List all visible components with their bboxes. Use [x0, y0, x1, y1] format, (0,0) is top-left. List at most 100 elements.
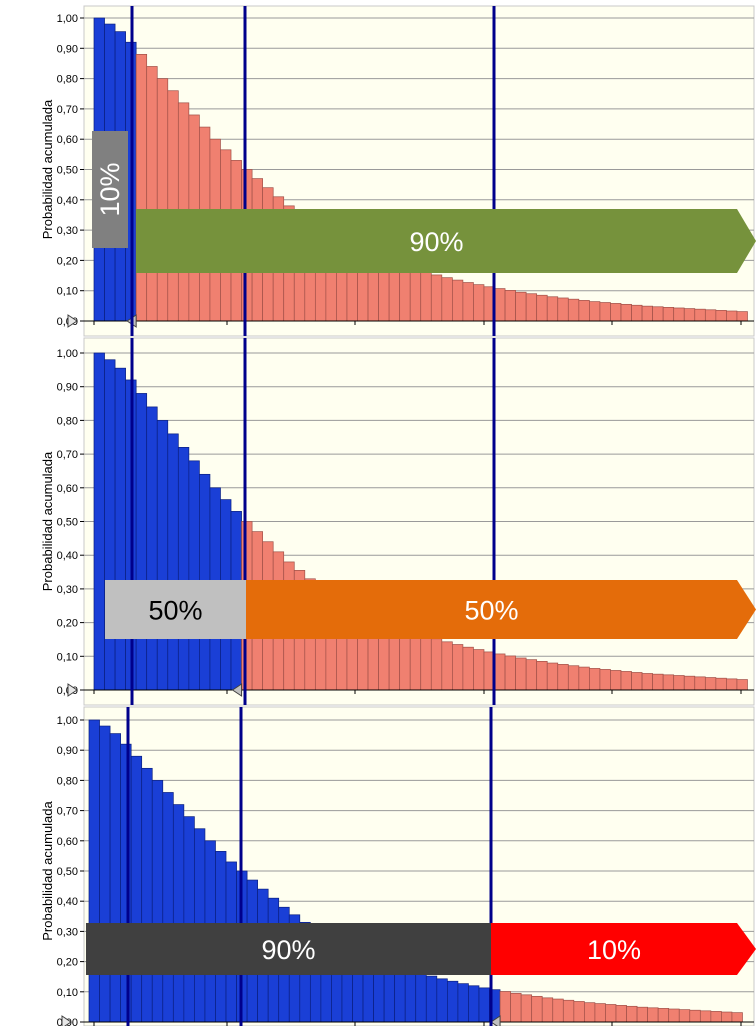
bar: [567, 665, 580, 691]
bar: [494, 288, 506, 322]
bar: [594, 1003, 606, 1023]
bar: [584, 1002, 596, 1023]
bar: [605, 1004, 617, 1023]
bar: [631, 304, 643, 322]
bar: [573, 1001, 585, 1023]
bar: [114, 367, 126, 691]
y-tick-label: 0,90: [57, 382, 78, 394]
bar: [726, 310, 738, 322]
bar: [562, 999, 575, 1023]
bar: [525, 659, 538, 691]
left-slider-handle: [61, 1015, 72, 1026]
y-tick-label: 0,30: [57, 584, 78, 596]
callout-right-label: 10%: [587, 935, 641, 965]
bar: [120, 743, 132, 1023]
y-tick-label: 0,50: [57, 165, 78, 177]
y-tick-label: 1,00: [57, 348, 78, 360]
bar: [552, 998, 564, 1023]
bar: [404, 969, 417, 1023]
bar: [452, 279, 464, 322]
bar: [420, 271, 432, 322]
y-tick-label: 0,20: [57, 255, 78, 267]
bar: [536, 294, 548, 322]
y-tick-label: 0,10: [57, 286, 78, 298]
bar: [441, 277, 453, 322]
y-axis-label: Probabilidad acumulada: [40, 99, 55, 239]
left-slider-handle: [67, 314, 78, 328]
bar: [699, 1010, 712, 1023]
y-tick-label: 0,90: [57, 745, 78, 757]
bar: [457, 983, 469, 1023]
y-tick-label: 0,50: [57, 517, 78, 529]
y-tick-label: 0,60: [57, 836, 78, 848]
bar: [683, 308, 696, 322]
bar: [615, 1005, 627, 1023]
y-tick-label: 0,80: [57, 415, 78, 427]
bar: [631, 672, 643, 691]
bar: [473, 649, 485, 691]
bar: [420, 635, 432, 691]
bar: [531, 995, 543, 1023]
bar: [141, 767, 153, 1023]
bar: [109, 733, 121, 1023]
bar: [610, 303, 622, 322]
bar: [156, 420, 169, 691]
bar: [657, 1008, 670, 1023]
y-tick-label: 0,70: [57, 806, 78, 818]
bar: [673, 675, 685, 691]
y-tick-label: 0,90: [57, 43, 78, 55]
bar: [167, 433, 179, 691]
right-slider-handle: [490, 1015, 501, 1026]
y-tick-label: 0,70: [57, 449, 78, 461]
callout-right-arrow: [136, 209, 756, 273]
bar: [525, 293, 538, 322]
callout-right-arrow: [491, 923, 756, 975]
bar: [415, 972, 427, 1023]
bar: [399, 264, 411, 322]
y-tick-label: 0,20: [57, 957, 78, 969]
bar: [473, 284, 485, 322]
bar: [135, 393, 148, 691]
bar: [636, 1006, 648, 1023]
bar: [93, 352, 105, 691]
bar: [662, 307, 675, 322]
left-slider-handle: [67, 683, 78, 697]
y-tick-label: 0,80: [57, 74, 78, 86]
bar: [715, 310, 727, 322]
bar: [425, 975, 438, 1023]
bar: [177, 447, 190, 691]
y-tick-label: 0,30: [57, 926, 78, 938]
callout-left-box: [92, 131, 128, 248]
bar: [589, 668, 601, 691]
bar: [578, 666, 590, 691]
y-tick-label: 0,60: [57, 483, 78, 495]
bar: [694, 676, 706, 691]
bar: [520, 994, 533, 1023]
bar: [130, 755, 143, 1023]
y-tick-label: 0,40: [57, 896, 78, 908]
callout-right-label: 50%: [464, 596, 518, 626]
y-tick-label: 0,40: [57, 195, 78, 207]
bar: [652, 306, 664, 322]
callout-left-box: [86, 923, 491, 975]
bar: [546, 662, 559, 691]
bar: [704, 309, 717, 322]
bar: [436, 978, 448, 1023]
y-tick-label: 1,00: [57, 715, 78, 727]
bar: [599, 302, 611, 322]
bar: [557, 297, 569, 322]
bar: [478, 987, 490, 1023]
bar: [447, 980, 459, 1023]
bar: [151, 780, 164, 1023]
y-axis-label: Probabilidad acumulada: [40, 451, 55, 591]
bar: [704, 677, 717, 691]
y-tick-label: 0,60: [57, 134, 78, 146]
bar: [494, 653, 506, 691]
y-tick-label: 0,80: [57, 775, 78, 787]
bar: [541, 997, 554, 1023]
bar: [515, 291, 527, 322]
bar: [462, 282, 474, 322]
bar: [172, 804, 185, 1023]
bar: [731, 1012, 743, 1023]
